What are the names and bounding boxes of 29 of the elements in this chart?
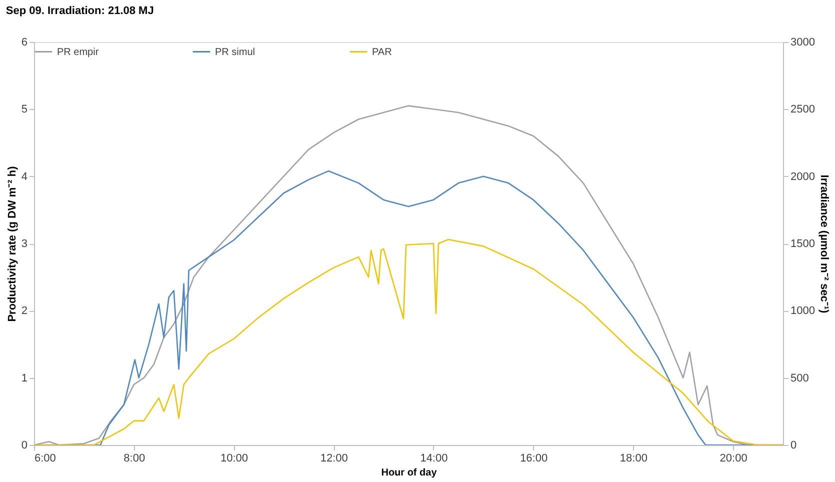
x-tick-label: 10:00 <box>220 452 248 464</box>
y2-tick-label: 0 <box>790 440 797 452</box>
y-tick-label: 5 <box>21 104 28 116</box>
y-tick-label: 3 <box>21 238 28 250</box>
x-tick-label: 8:00 <box>124 452 146 464</box>
legend-label: PR simul <box>215 46 256 58</box>
legend-label: PR empir <box>57 46 100 58</box>
y2-tick-label: 3000 <box>790 36 815 48</box>
x-tick-label: 12:00 <box>320 452 348 464</box>
y-tick-label: 1 <box>21 372 28 384</box>
y2-tick-label: 500 <box>790 372 809 384</box>
y2-tick-label: 1000 <box>790 305 815 318</box>
legend-label: PAR <box>372 46 392 58</box>
y-tick-label: 4 <box>21 170 28 183</box>
x-tick-label: 18:00 <box>620 452 648 464</box>
y2-axis-title: Irradiance (µmol m⁻² sec⁻¹) <box>818 174 830 314</box>
y-tick-label: 2 <box>21 305 28 318</box>
y2-tick-label: 2500 <box>790 104 815 116</box>
y2-tick-label: 2000 <box>790 170 815 183</box>
x-tick-label: 14:00 <box>420 452 448 464</box>
chart-title: Sep 09. Irradiation: 21.08 MJ <box>6 5 154 17</box>
x-tick-label: 20:00 <box>720 452 748 464</box>
y-axis-title: Productivity rate (g DW m⁻² h) <box>6 166 18 322</box>
y-tick-label: 6 <box>21 36 28 48</box>
x-tick-label: 16:00 <box>520 452 548 464</box>
y2-tick-label: 1500 <box>790 238 815 250</box>
x-tick-label: 6:00 <box>34 452 56 464</box>
y-tick-label: 0 <box>21 440 28 452</box>
x-axis-title: Hour of day <box>381 468 438 478</box>
